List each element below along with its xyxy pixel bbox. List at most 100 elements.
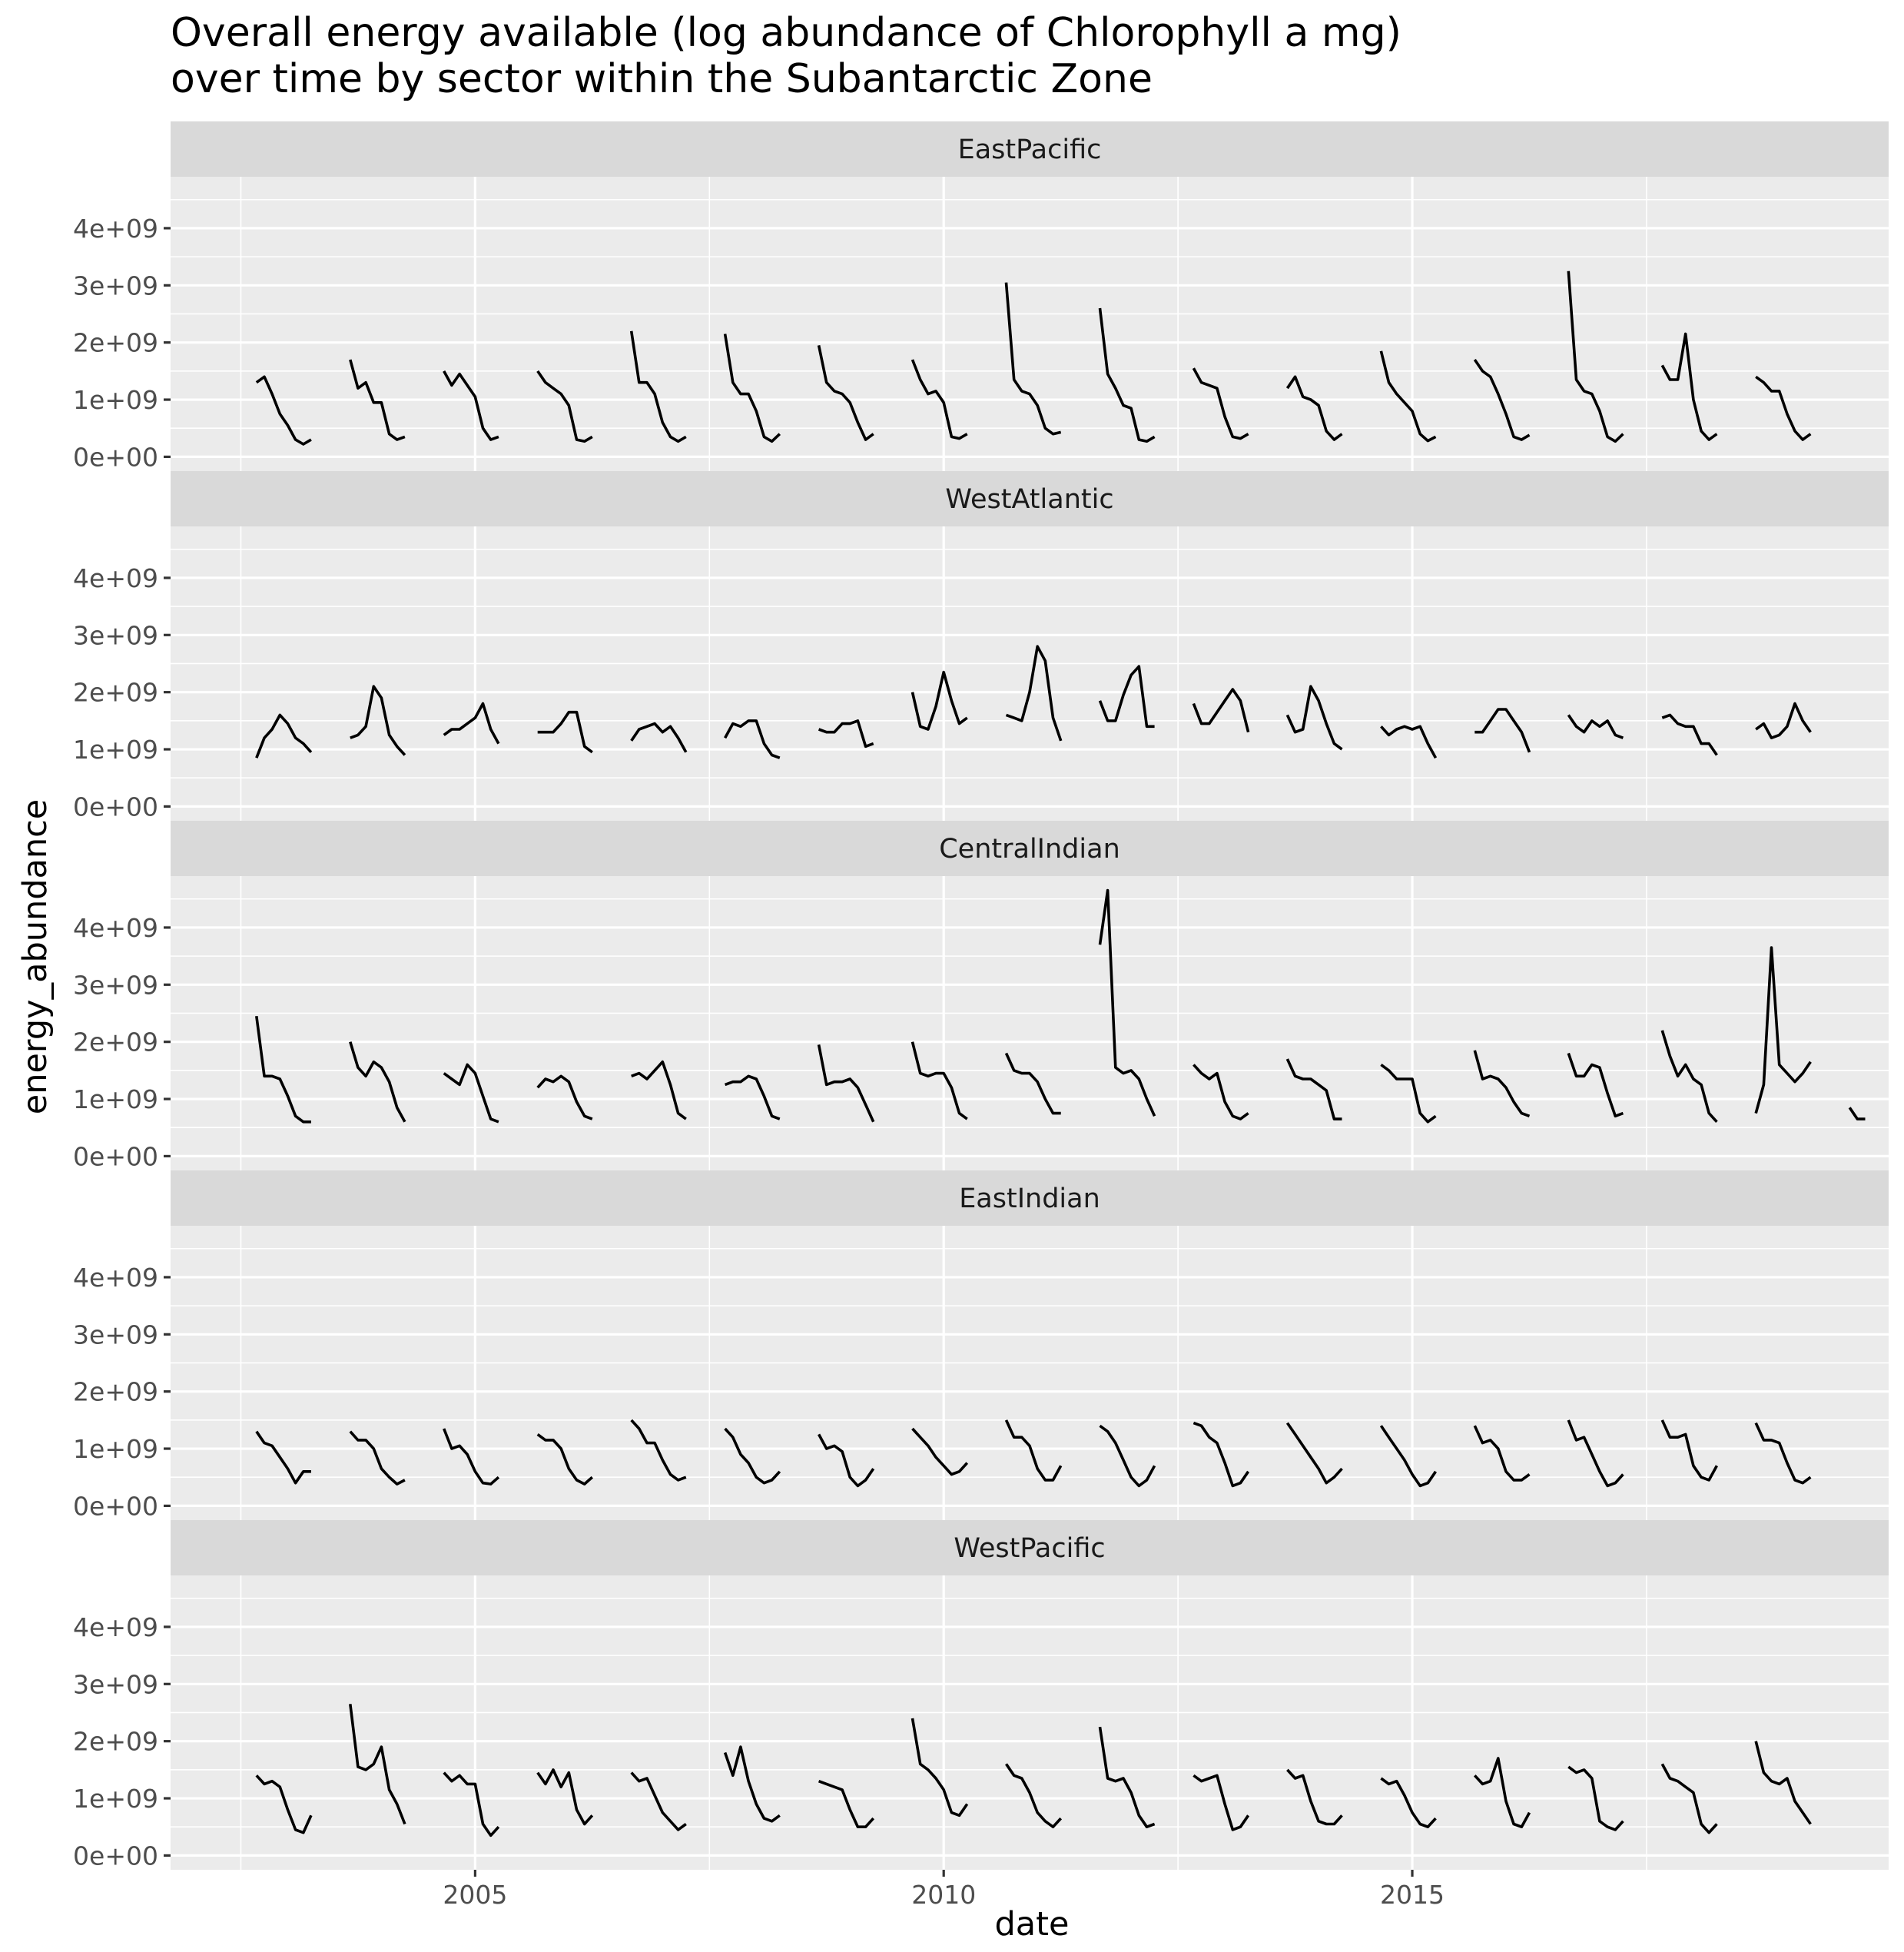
y-tick-label: 4e+09 — [73, 1612, 158, 1642]
series-segment — [349, 1704, 406, 1825]
series-segment — [255, 1015, 311, 1124]
series-segment — [536, 370, 593, 443]
series-segment — [1380, 1777, 1437, 1828]
series-segment — [1099, 1424, 1156, 1488]
y-tick-label: 1e+09 — [73, 385, 158, 415]
series-segment — [629, 330, 687, 443]
series-segment — [1285, 685, 1343, 751]
series-segment — [255, 713, 313, 759]
panel-background — [171, 1575, 1889, 1870]
series-segment — [911, 670, 968, 731]
series-segment — [723, 1745, 781, 1823]
chart-title-line-1: Overall energy available (log abundance … — [171, 10, 1401, 56]
series-segment — [1755, 702, 1812, 739]
y-tick-label: 0e+00 — [73, 792, 158, 822]
series-segment — [1004, 282, 1062, 436]
facet-eastindian: EastIndian 0e+00 1e+09 2e+09 3e+09 4e+09 — [73, 1170, 1889, 1521]
series-segment — [1098, 665, 1155, 729]
series-segment — [1192, 688, 1250, 733]
y-tick-label: 1e+09 — [73, 735, 158, 765]
series-segment — [724, 719, 781, 759]
series-segment — [911, 1041, 968, 1120]
facet-strip-label: WestAtlantic — [945, 484, 1113, 515]
series-segment — [1379, 350, 1437, 443]
y-tick-label: 3e+09 — [73, 970, 158, 1000]
x-tick-label: 2010 — [911, 1880, 976, 1910]
facet-eastpacific: EastPacific 0e+00 1e+09 2e+09 3e+09 4e+09 — [73, 121, 1889, 472]
facet-strip-label: EastPacific — [958, 134, 1102, 165]
y-tick-label: 0e+00 — [73, 1491, 158, 1521]
series-segment — [817, 1044, 875, 1123]
series-segment — [1473, 1757, 1531, 1828]
y-axis-title: energy_abundance — [16, 799, 55, 1114]
series-segment — [631, 1060, 687, 1120]
series-segment — [349, 1041, 406, 1123]
facet-strip — [171, 1520, 1889, 1575]
facet-strip-label: WestPacific — [954, 1533, 1105, 1564]
series-segment — [255, 1774, 313, 1834]
series-segment — [1473, 358, 1531, 441]
series-segment — [1754, 946, 1812, 1114]
y-tick-label: 1e+09 — [73, 1434, 158, 1464]
series-segment — [1285, 375, 1343, 441]
facet-centralindian: CentralIndian 0e+00 1e+09 2e+09 3e+09 4e+09 — [73, 821, 1889, 1171]
series-segment — [724, 1074, 781, 1120]
series-segment — [1660, 1030, 1718, 1124]
series-segment — [443, 1063, 499, 1124]
facet-panels: EastPacific 0e+00 1e+09 2e+09 3e+09 4e+09 West… — [73, 121, 1889, 1871]
facet-westpacific: WestPacific 0e+00 1e+09 2e+09 3e+09 4e+09 — [73, 1520, 1889, 1871]
series-segment — [1192, 1774, 1250, 1831]
y-tick-label: 3e+09 — [73, 1320, 158, 1349]
series-segment — [443, 1771, 500, 1837]
facet-strip-label: CentralIndian — [939, 834, 1120, 865]
series-segment — [818, 1780, 875, 1828]
x-tick-label: 2015 — [1380, 1880, 1445, 1910]
series-segment — [723, 334, 781, 443]
series-segment — [911, 359, 968, 440]
panel-background — [171, 1226, 1889, 1520]
series-segment — [1192, 1064, 1249, 1120]
series-segment — [1660, 332, 1718, 441]
series-segment — [1754, 1741, 1812, 1825]
chart-title-line-2: over time by sector within the Subantarc… — [171, 56, 1153, 102]
series-segment — [1754, 1422, 1812, 1485]
series-segment — [1474, 708, 1531, 753]
series-segment — [630, 1419, 687, 1482]
y-tick-label: 3e+09 — [73, 620, 158, 650]
series-segment — [1379, 1425, 1437, 1488]
series-segment — [1473, 1425, 1531, 1482]
y-tick-label: 2e+09 — [73, 1027, 158, 1057]
y-tick-label: 4e+09 — [73, 913, 158, 943]
series-segment — [1004, 1419, 1063, 1482]
series-segment — [1098, 307, 1156, 443]
series-segment — [1192, 1421, 1250, 1488]
series-segment — [537, 710, 593, 754]
series-segment — [1567, 1419, 1624, 1488]
series-segment — [1473, 1050, 1531, 1117]
series-segment — [1192, 367, 1249, 440]
series-segment — [1567, 1052, 1624, 1118]
series-segment — [1380, 725, 1438, 759]
y-tick-label: 0e+00 — [73, 442, 158, 472]
y-tick-label: 1e+09 — [73, 1084, 158, 1114]
series-segment — [350, 685, 406, 756]
series-segment — [443, 370, 499, 441]
panel-background — [171, 876, 1889, 1170]
series-segment — [349, 359, 406, 441]
series-segment — [1567, 714, 1624, 739]
series-segment — [818, 719, 874, 749]
y-tick-label: 2e+09 — [73, 1727, 158, 1757]
series-segment — [1660, 1419, 1718, 1482]
series-segment — [818, 1433, 875, 1488]
series-segment — [1848, 1107, 1866, 1120]
series-segment — [1286, 1768, 1343, 1826]
facet-strip — [171, 1170, 1889, 1226]
series-segment — [443, 702, 500, 745]
y-tick-label: 3e+09 — [73, 271, 158, 300]
panel-background — [171, 177, 1889, 471]
series-segment — [255, 1430, 311, 1485]
y-tick-label: 4e+09 — [73, 214, 158, 244]
y-tick-label: 3e+09 — [73, 1669, 158, 1699]
series-segment — [911, 1427, 969, 1476]
